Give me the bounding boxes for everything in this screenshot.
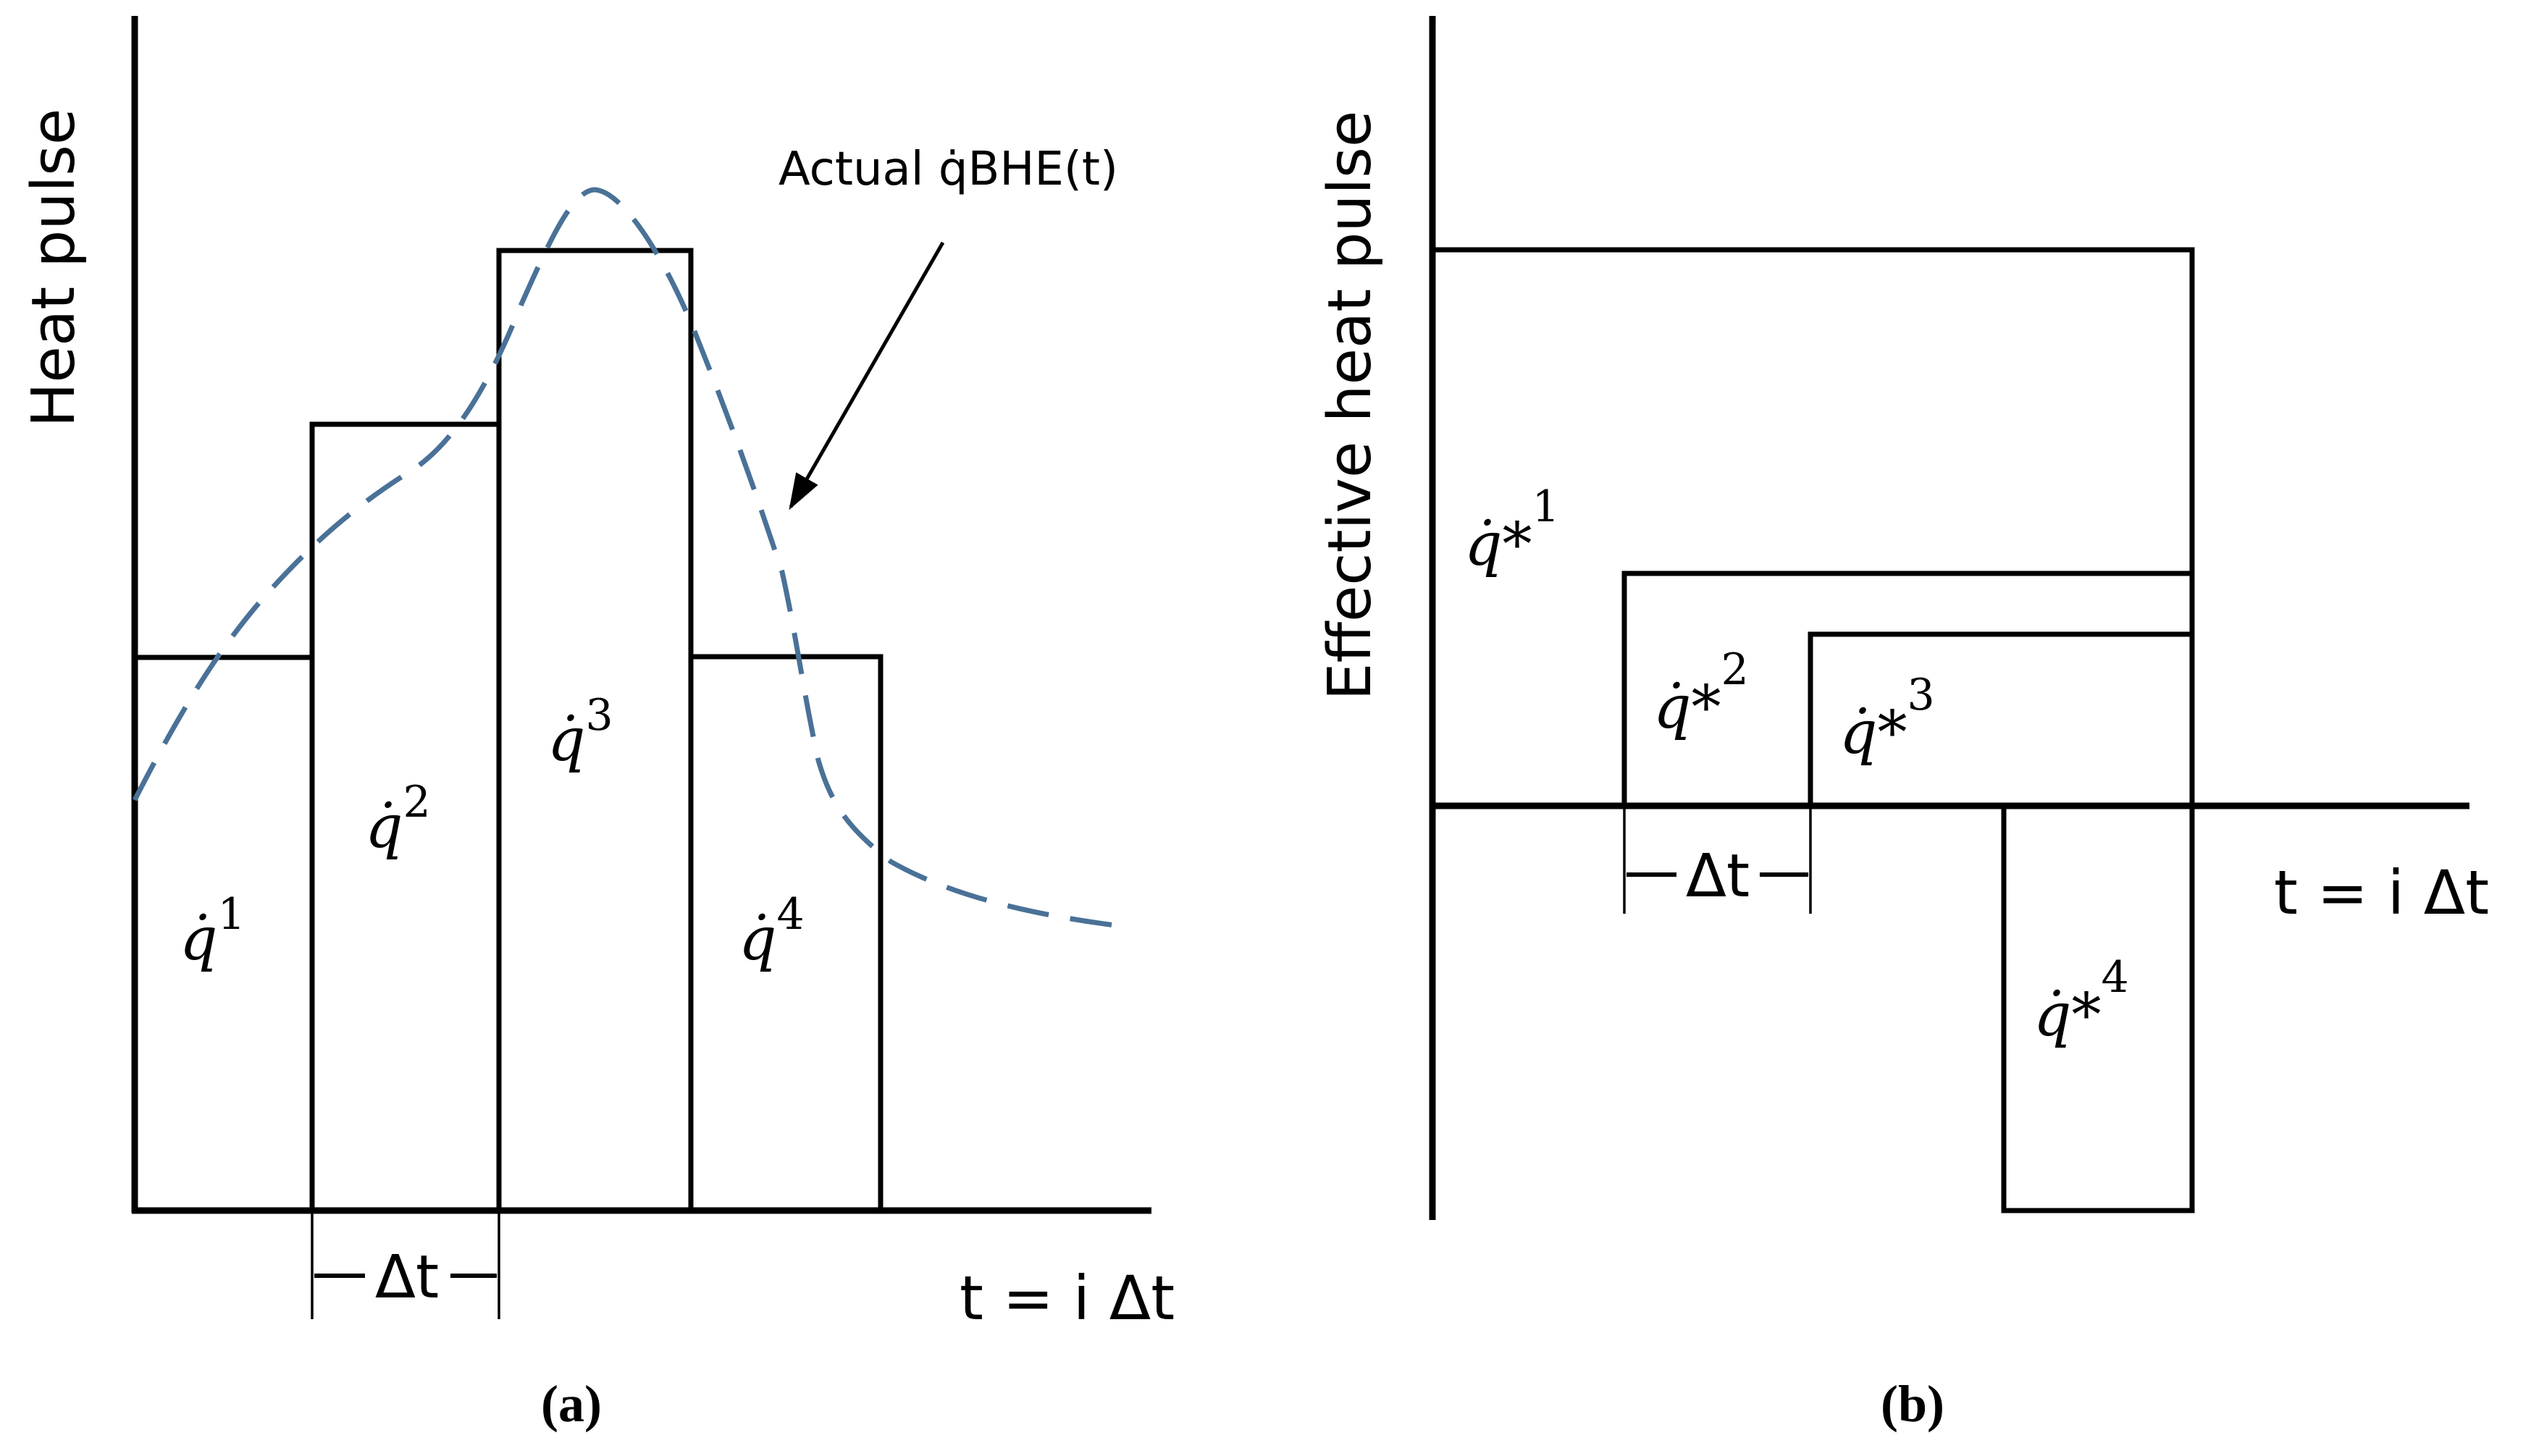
panel-b-block-4-label: q̇*4	[2033, 952, 2129, 1050]
panel-b-block-2-label: q̇*2	[1653, 644, 1749, 742]
panel-b: q̇*1 q̇*2 q̇*3 q̇*4 Effective heat pulse…	[1316, 16, 2489, 1433]
panel-a-annotation-arrow	[789, 241, 945, 510]
panel-b-ylabel: Effective heat pulse	[1316, 111, 1385, 701]
panel-b-block-3-label: q̇*3	[1839, 670, 1935, 767]
panel-b-xlabel: t = i Δt	[2274, 857, 2489, 928]
panel-a-xlabel: t = i Δt	[960, 1263, 1175, 1334]
panel-a-block-3-label: q̇3	[547, 690, 613, 775]
panel-a-block-1-label: q̇1	[180, 889, 245, 974]
panel-b-block-1-label: q̇*1	[1464, 481, 1560, 579]
panel-b-delta-label: Δt	[1686, 842, 1750, 911]
panel-b-block-4	[2001, 803, 2195, 1213]
panel-a-block-4	[688, 654, 883, 1213]
panel-a-ylabel: Heat pulse	[20, 109, 88, 428]
panel-a-delta-label: Δt	[375, 1243, 439, 1312]
panel-a-block-2-label: q̇2	[365, 777, 431, 862]
panel-b-caption: (b)	[1881, 1375, 1944, 1433]
panel-a-annotation: Actual q̇BHE(t)	[778, 143, 1118, 196]
panel-a-block-4-label: q̇4	[739, 889, 805, 974]
panel-a-caption: (a)	[541, 1375, 602, 1433]
panel-a: Actual q̇BHE(t) q̇1 q̇2 q̇3 q̇4 Heat pul…	[20, 16, 1175, 1433]
panel-a-actual-curve	[132, 187, 1116, 928]
